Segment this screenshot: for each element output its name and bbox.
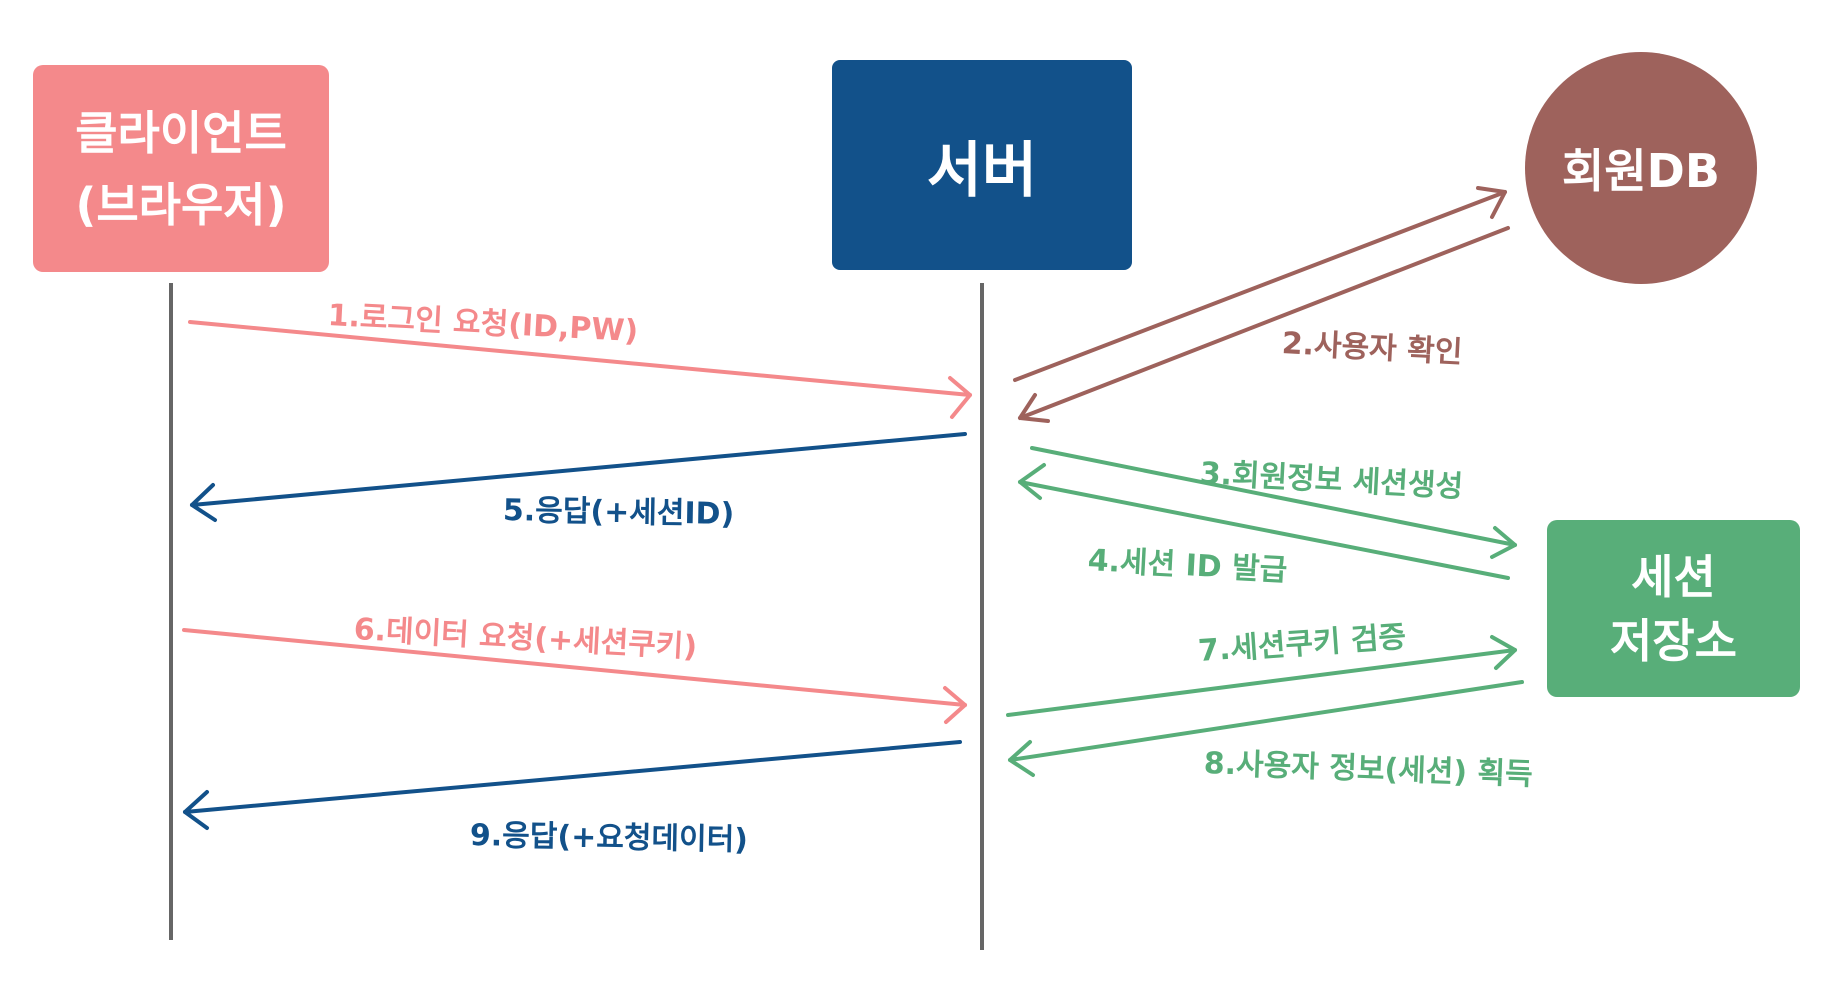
message-label-step-5: 5.응답(+세션ID) bbox=[502, 493, 735, 533]
arrow-step-6 bbox=[182, 628, 967, 724]
arrow-step-9 bbox=[183, 740, 962, 830]
session-store-actor-box: 세션 저장소 bbox=[1547, 520, 1800, 697]
arrow-step-2-response bbox=[1018, 226, 1510, 423]
message-label-step-2: 2.사용자 확인 bbox=[1280, 326, 1464, 371]
arrow-step-1 bbox=[188, 320, 972, 419]
arrow-step-7 bbox=[1006, 635, 1517, 717]
client-actor-label: 클라이언트 (브라우저) bbox=[75, 105, 287, 232]
arrow-step-4 bbox=[1018, 463, 1510, 580]
server-actor-label: 서버 bbox=[926, 135, 1038, 206]
server-actor-box: 서버 bbox=[832, 60, 1132, 270]
member-db-actor-circle: 회원DB bbox=[1525, 52, 1757, 284]
client-actor-box: 클라이언트 (브라우저) bbox=[33, 65, 329, 272]
arrow-step-8 bbox=[1008, 680, 1524, 777]
arrow-step-3 bbox=[1030, 446, 1517, 559]
message-label-step-9: 9.응답(+요청데이터) bbox=[469, 818, 749, 858]
arrow-step-2-request bbox=[1013, 186, 1507, 382]
session-store-actor-label: 세션 저장소 bbox=[1610, 549, 1737, 668]
arrow-step-5 bbox=[190, 432, 967, 522]
member-db-actor-label: 회원DB bbox=[1562, 144, 1720, 198]
